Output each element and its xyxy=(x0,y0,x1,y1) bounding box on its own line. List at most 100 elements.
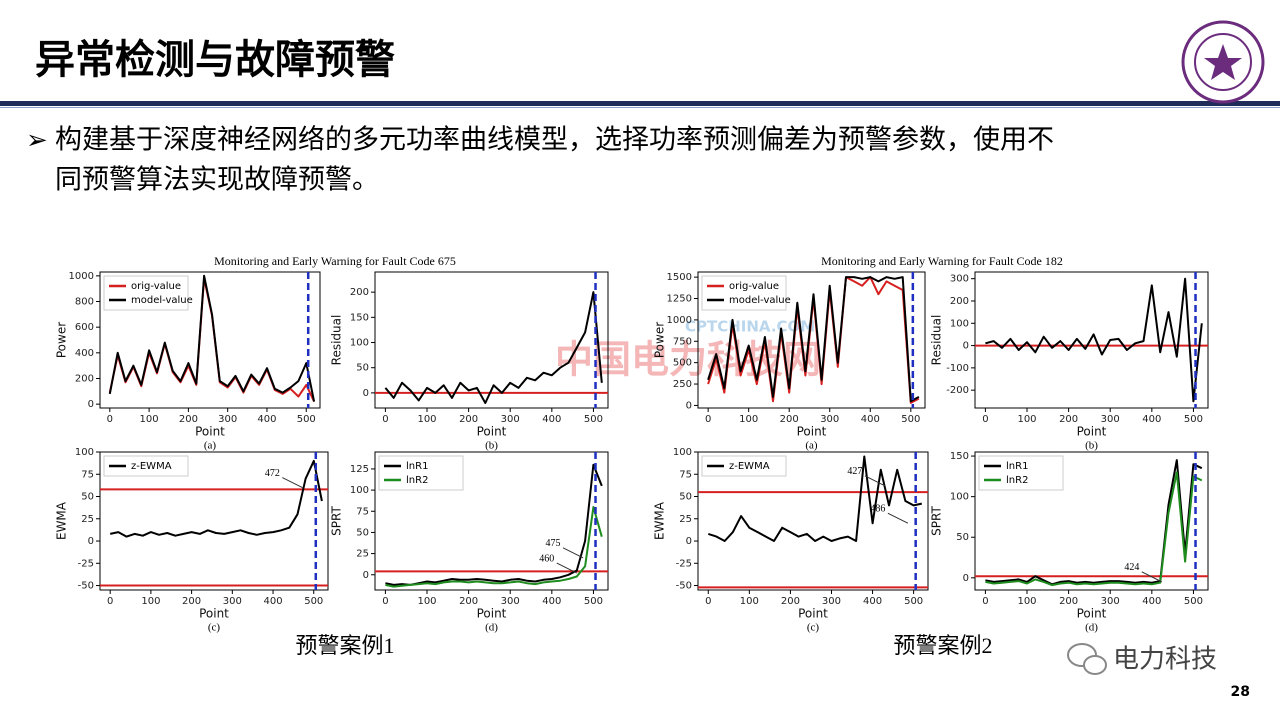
panel-label: (c) xyxy=(208,622,221,634)
y-axis-label: Residual xyxy=(930,315,944,366)
x-tick-label: 300 xyxy=(1101,596,1120,607)
annotation-arrow xyxy=(864,475,886,487)
x-tick-label: 300 xyxy=(820,414,839,425)
x-tick-label: 200 xyxy=(459,414,478,425)
x-tick-label: 100 xyxy=(417,414,436,425)
panel-label: (d) xyxy=(1085,622,1098,634)
x-tick-label: 400 xyxy=(861,414,880,425)
y-tick-label: -100 xyxy=(946,363,969,374)
plot-frame xyxy=(99,451,329,591)
y-tick-label: 400 xyxy=(75,348,94,359)
x-tick-label: 400 xyxy=(263,596,282,607)
x-tick-label: 500 xyxy=(904,596,923,607)
x-axis-label: Point xyxy=(477,607,507,621)
wechat-icon xyxy=(1067,643,1107,675)
x-tick-label: 300 xyxy=(223,596,242,607)
legend-box xyxy=(701,275,787,311)
annotation-label: 486 xyxy=(870,504,885,515)
panel-label: (b) xyxy=(1085,440,1098,452)
series-line xyxy=(985,471,1203,587)
y-tick-label: 50 xyxy=(356,527,369,538)
y-tick-label: 75 xyxy=(356,506,369,517)
annotation-arrow xyxy=(887,512,909,524)
y-tick-label: -25 xyxy=(78,558,94,569)
series-line xyxy=(985,277,1203,403)
y-tick-label: 25 xyxy=(81,514,94,525)
x-tick-label: 500 xyxy=(297,414,316,425)
y-tick-label: 250 xyxy=(673,379,692,390)
x-tick-label: 0 xyxy=(982,596,988,607)
y-tick-label: 50 xyxy=(679,492,692,503)
annotation-label: 475 xyxy=(546,538,561,549)
legend-box xyxy=(978,455,1064,491)
y-tick-label: 100 xyxy=(950,318,969,329)
x-tick-label: 100 xyxy=(141,596,160,607)
x-tick-label: 400 xyxy=(863,596,882,607)
y-tick-label: 0 xyxy=(963,573,969,584)
figure-title: Monitoring and Early Warning for Fault C… xyxy=(214,254,456,268)
x-axis-label: Point xyxy=(477,425,507,439)
x-tick-label: 0 xyxy=(705,414,711,425)
x-tick-label: 300 xyxy=(218,414,237,425)
annotation-label: 460 xyxy=(539,553,554,564)
x-tick-label: 0 xyxy=(107,596,113,607)
legend-label: orig-value xyxy=(729,281,779,292)
annotation-arrow xyxy=(556,562,578,574)
annotation-arrow xyxy=(1141,571,1163,583)
x-tick-label: 100 xyxy=(740,596,759,607)
x-tick-label: 100 xyxy=(417,596,436,607)
y-tick-label: -200 xyxy=(946,385,969,396)
series-line xyxy=(385,463,603,586)
y-tick-label: 1250 xyxy=(667,294,692,305)
legend-box xyxy=(701,455,787,477)
y-tick-label: 50 xyxy=(81,492,94,503)
y-tick-label: -25 xyxy=(676,558,692,569)
x-tick-label: 200 xyxy=(182,596,201,607)
y-tick-label: 200 xyxy=(950,296,969,307)
series-line xyxy=(707,455,923,542)
y-tick-label: 25 xyxy=(679,514,692,525)
y-tick-label: 100 xyxy=(75,447,94,458)
y-tick-label: 100 xyxy=(350,485,369,496)
y-tick-label: 0 xyxy=(88,536,94,547)
series-line xyxy=(707,276,920,403)
y-tick-label: 0 xyxy=(686,536,692,547)
bullet-line: 构建基于深度神经网络的多元功率曲线模型，选择功率预测偏差为预警参数，使用不 xyxy=(55,125,1054,156)
y-tick-label: 150 xyxy=(950,451,969,462)
y-tick-label: 0 xyxy=(963,341,969,352)
plot-frame xyxy=(697,451,929,591)
y-tick-label: 75 xyxy=(81,469,94,480)
figure-caption: 预警案例2 xyxy=(893,633,992,658)
x-tick-label: 0 xyxy=(382,414,388,425)
slide-title: 异常检测与故障预警 xyxy=(35,37,395,83)
watermark-site: CPTCHINA.COM xyxy=(685,318,815,336)
bullet-marker: ➢ xyxy=(26,126,48,156)
x-tick-label: 100 xyxy=(1017,596,1036,607)
y-tick-label: 0 xyxy=(363,570,369,581)
x-tick-label: 500 xyxy=(584,596,603,607)
plot-frame xyxy=(697,271,926,409)
series-line xyxy=(108,274,316,402)
x-tick-label: 400 xyxy=(542,414,561,425)
legend-label: model-value xyxy=(729,295,791,306)
plot-frame xyxy=(974,271,1209,409)
x-axis-label: Point xyxy=(1077,607,1107,621)
x-tick-label: 500 xyxy=(1184,414,1203,425)
figure-caption: 预警案例1 xyxy=(295,633,394,658)
y-axis-label: EWMA xyxy=(653,501,667,540)
x-tick-label: 300 xyxy=(1101,414,1120,425)
y-tick-label: 100 xyxy=(350,338,369,349)
x-tick-label: 500 xyxy=(584,414,603,425)
y-axis-label: Power xyxy=(55,322,69,358)
legend-label: lnR2 xyxy=(1006,475,1028,486)
legend-label: orig-value xyxy=(131,281,181,292)
title-rule xyxy=(0,101,1280,106)
legend-box xyxy=(378,455,464,491)
university-emblem xyxy=(1181,20,1265,104)
y-tick-label: 800 xyxy=(75,297,94,308)
x-tick-label: 300 xyxy=(501,596,520,607)
series-line xyxy=(384,291,603,404)
x-tick-label: 0 xyxy=(107,414,113,425)
annotation-label: 424 xyxy=(1124,562,1139,573)
